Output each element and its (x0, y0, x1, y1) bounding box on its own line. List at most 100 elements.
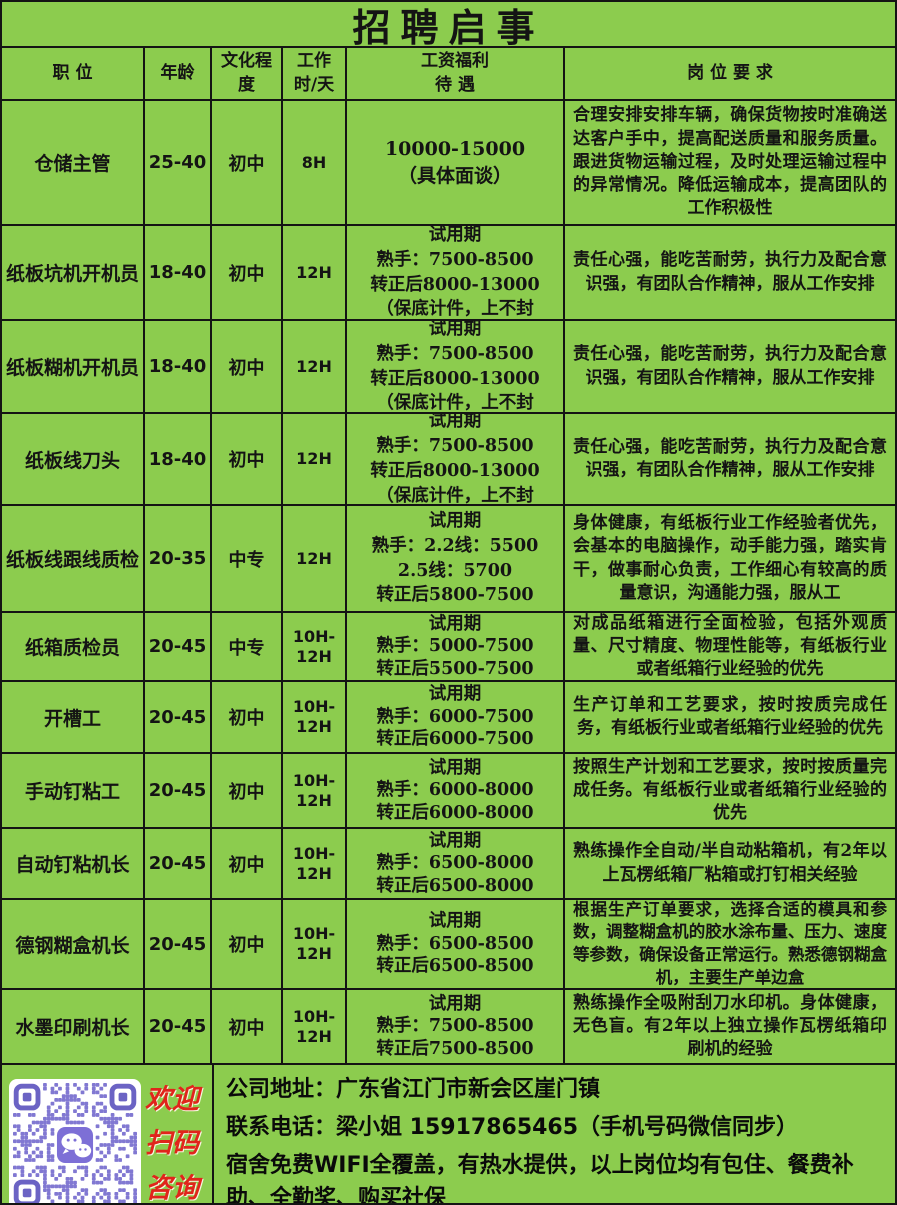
cell-education: 初中 (212, 990, 283, 1063)
cell-requirements: 生产订单和工艺要求，按时按质完成任务，有纸板行业或者纸箱行业经验的优先 (565, 682, 895, 752)
table-row: 纸箱质检员 20-45 中专 10H-12H 试用期 熟手：5000-7500 … (2, 613, 895, 682)
cell-position: 手动钉粘工 (2, 754, 145, 827)
table-row: 纸板线跟线质检 20-35 中专 12H 试用期 熟手：2.2线：5500 2.… (2, 506, 895, 613)
table-row: 德钢糊盒机长 20-45 初中 10H-12H 试用期 熟手：6500-8500… (2, 900, 895, 990)
cell-education: 初中 (212, 754, 283, 827)
cell-position: 纸板线刀头 (2, 414, 145, 504)
cell-hours: 12H (283, 506, 347, 611)
cell-position: 纸板坑机开机员 (2, 226, 145, 319)
footer: 欢迎 扫码 咨询 公司地址：广东省江门市新会区崖门镇 联系电话：梁小姐 1591… (2, 1065, 895, 1205)
cell-age: 20-45 (145, 754, 212, 827)
cell-age: 20-45 (145, 829, 212, 898)
cell-salary: 试用期 熟手：7500-8500 转正后8000-13000 （保底计件，上不封 (347, 226, 565, 319)
cell-hours: 12H (283, 226, 347, 319)
cell-salary: 10000-15000 （具体面谈） (347, 101, 565, 224)
cell-age: 20-45 (145, 682, 212, 752)
cell-education: 初中 (212, 321, 283, 412)
cell-age: 25-40 (145, 101, 212, 224)
cell-education: 初中 (212, 829, 283, 898)
requirements-text: 熟练操作全吸附刮刀水印机。身体健康，无色盲。有2年以上独立操作瓦楞纸箱印刷机的经… (573, 992, 887, 1060)
cell-requirements: 熟练操作全自动/半自动粘箱机，有2年以上瓦楞纸箱厂粘箱或打钉相关经验 (565, 829, 895, 898)
table-row: 开槽工 20-45 初中 10H-12H 试用期 熟手：6000-7500 转正… (2, 682, 895, 754)
cell-position: 水墨印刷机长 (2, 990, 145, 1063)
requirements-text: 熟练操作全自动/半自动粘箱机，有2年以上瓦楞纸箱厂粘箱或打钉相关经验 (573, 841, 887, 885)
cell-requirements: 责任心强，能吃苦耐劳，执行力及配合意识强，有团队合作精神，服从工作安排 (565, 226, 895, 319)
requirements-text: 身体健康，有纸板行业工作经验者优先，会基本的电脑操作，动手能力强，踏实肯干，做事… (573, 512, 887, 603)
cell-salary: 试用期 熟手：6000-8000 转正后6000-8000 (347, 754, 565, 827)
table-row: 纸板糊机开机员 18-40 初中 12H 试用期 熟手：7500-8500 转正… (2, 321, 895, 414)
table-header-row: 职 位 年龄 文化程 度 工作 时/天 工资福利 待 遇 岗 位 要 求 (2, 48, 895, 101)
table-row: 自动钉粘机长 20-45 初中 10H-12H 试用期 熟手：6500-8000… (2, 829, 895, 900)
cell-hours: 12H (283, 321, 347, 412)
cell-age: 20-45 (145, 900, 212, 988)
header-requirements: 岗 位 要 求 (687, 62, 773, 83)
cell-age: 20-45 (145, 613, 212, 680)
requirements-text: 按照生产计划和工艺要求，按时按质量完成任务。有纸板行业或者纸箱行业经验的优先 (573, 756, 887, 824)
cell-requirements: 合理安排安排车辆，确保货物按时准确送达客户手中，提高配送质量和服务质量。跟进货物… (565, 101, 895, 224)
cell-age: 18-40 (145, 414, 212, 504)
requirements-text: 责任心强，能吃苦耐劳，执行力及配合意识强，有团队合作精神，服从工作安排 (573, 436, 887, 480)
footer-body: 公司地址：广东省江门市新会区崖门镇 联系电话：梁小姐 15917865465（手… (214, 1065, 895, 1205)
cell-requirements: 按照生产计划和工艺要求，按时按质量完成任务。有纸板行业或者纸箱行业经验的优先 (565, 754, 895, 827)
cell-salary: 试用期 熟手：2.2线：5500 2.5线：5700 转正后5800-7500 (347, 506, 565, 611)
cell-salary: 试用期 熟手：6500-8500 转正后6500-8500 (347, 900, 565, 988)
cell-position: 仓储主管 (2, 101, 145, 224)
header-hours: 工作 时/天 (283, 48, 347, 99)
footer-benefits: 宿舍免费WIFI全覆盖，有热水提供，以上岗位均有包住、餐费补助、全勤奖、购买社保 (226, 1153, 854, 1205)
cell-salary: 试用期 熟手：6000-7500 转正后6000-7500 (347, 682, 565, 752)
cell-position: 纸箱质检员 (2, 613, 145, 680)
cell-education: 初中 (212, 414, 283, 504)
cell-position: 开槽工 (2, 682, 145, 752)
cell-hours: 12H (283, 414, 347, 504)
cell-age: 20-35 (145, 506, 212, 611)
cell-education: 初中 (212, 226, 283, 319)
cell-age: 20-45 (145, 990, 212, 1063)
qr-caption: 欢迎 扫码 咨询 (145, 1083, 199, 1204)
cell-hours: 10H-12H (283, 754, 347, 827)
requirements-text: 根据生产订单要求，选择合适的模具和参数，调整糊盒机的胶水涂布量、压力、速度等参数… (573, 900, 887, 987)
requirements-text: 生产订单和工艺要求，按时按质完成任务，有纸板行业或者纸箱行业经验的优先 (573, 694, 887, 738)
cell-requirements: 对成品纸箱进行全面检验，包括外观质量、尺寸精度、物理性能等，有纸板行业或者纸箱行… (565, 613, 895, 680)
cell-hours: 8H (283, 101, 347, 224)
page-title: 招聘启事 (2, 2, 895, 50)
cell-education: 中专 (212, 506, 283, 611)
header-age: 年龄 (145, 48, 212, 99)
table-row: 纸板坑机开机员 18-40 初中 12H 试用期 熟手：7500-8500 转正… (2, 226, 895, 321)
cell-education: 初中 (212, 682, 283, 752)
cell-requirements: 熟练操作全吸附刮刀水印机。身体健康，无色盲。有2年以上独立操作瓦楞纸箱印刷机的经… (565, 990, 895, 1063)
cell-salary: 试用期 熟手：7500-8500 转正后8000-13000 （保底计件，上不封 (347, 321, 565, 412)
cell-hours: 10H-12H (283, 990, 347, 1063)
footer-phone: 联系电话：梁小姐 15917865465（手机号码微信同步） (226, 1115, 799, 1140)
requirements-text: 合理安排安排车辆，确保货物按时准确送达客户手中，提高配送质量和服务质量。跟进货物… (573, 105, 887, 219)
header-position: 职 位 (2, 48, 145, 99)
cell-position: 德钢糊盒机长 (2, 900, 145, 988)
cell-position: 自动钉粘机长 (2, 829, 145, 898)
cell-age: 18-40 (145, 226, 212, 319)
cell-hours: 10H-12H (283, 682, 347, 752)
table-row: 纸板线刀头 18-40 初中 12H 试用期 熟手：7500-8500 转正后8… (2, 414, 895, 506)
wechat-icon (56, 1126, 94, 1163)
cell-salary: 试用期 熟手：5000-7500 转正后5500-7500 (347, 613, 565, 680)
cell-requirements: 身体健康，有纸板行业工作经验者优先，会基本的电脑操作，动手能力强，踏实肯干，做事… (565, 506, 895, 611)
cell-position: 纸板线跟线质检 (2, 506, 145, 611)
qr-code (9, 1078, 141, 1203)
table-row: 仓储主管 25-40 初中 8H 10000-15000 （具体面谈） 合理安排… (2, 101, 895, 226)
qr-pane: 欢迎 扫码 咨询 (2, 1065, 214, 1204)
header-salary: 工资福利 待 遇 (347, 48, 565, 99)
cell-hours: 10H-12H (283, 900, 347, 988)
cell-requirements: 根据生产订单要求，选择合适的模具和参数，调整糊盒机的胶水涂布量、压力、速度等参数… (565, 900, 895, 988)
table-row: 手动钉粘工 20-45 初中 10H-12H 试用期 熟手：6000-8000 … (2, 754, 895, 829)
table-row: 水墨印刷机长 20-45 初中 10H-12H 试用期 熟手：7500-8500… (2, 990, 895, 1065)
cell-position: 纸板糊机开机员 (2, 321, 145, 412)
cell-salary: 试用期 熟手：7500-8500 转正后7500-8500 (347, 990, 565, 1063)
requirements-text: 对成品纸箱进行全面检验，包括外观质量、尺寸精度、物理性能等，有纸板行业或者纸箱行… (573, 613, 887, 680)
cell-requirements: 责任心强，能吃苦耐劳，执行力及配合意识强，有团队合作精神，服从工作安排 (565, 414, 895, 504)
footer-address: 公司地址：广东省江门市新会区崖门镇 (226, 1077, 601, 1102)
cell-salary: 试用期 熟手：6500-8000 转正后6500-8000 (347, 829, 565, 898)
cell-requirements: 责任心强，能吃苦耐劳，执行力及配合意识强，有团队合作精神，服从工作安排 (565, 321, 895, 412)
requirements-text: 责任心强，能吃苦耐劳，执行力及配合意识强，有团队合作精神，服从工作安排 (573, 344, 887, 388)
header-education: 文化程 度 (212, 48, 283, 99)
cell-education: 初中 (212, 900, 283, 988)
cell-salary: 试用期 熟手：7500-8500 转正后8000-13000 （保底计件，上不封 (347, 414, 565, 504)
